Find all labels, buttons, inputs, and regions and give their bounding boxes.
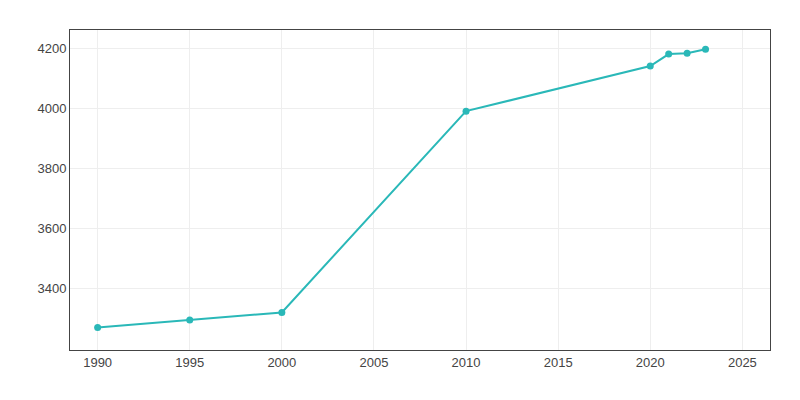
svg-text:2025: 2025 [728,355,757,370]
svg-text:4000: 4000 [37,101,66,116]
svg-text:3400: 3400 [37,281,66,296]
svg-text:1995: 1995 [175,355,204,370]
svg-text:2020: 2020 [636,355,665,370]
svg-text:2000: 2000 [267,355,296,370]
svg-text:1990: 1990 [83,355,112,370]
svg-text:2005: 2005 [359,355,388,370]
svg-text:3800: 3800 [37,161,66,176]
svg-text:2015: 2015 [544,355,573,370]
svg-text:4200: 4200 [37,41,66,56]
svg-text:3600: 3600 [37,221,66,236]
svg-text:2010: 2010 [452,355,481,370]
